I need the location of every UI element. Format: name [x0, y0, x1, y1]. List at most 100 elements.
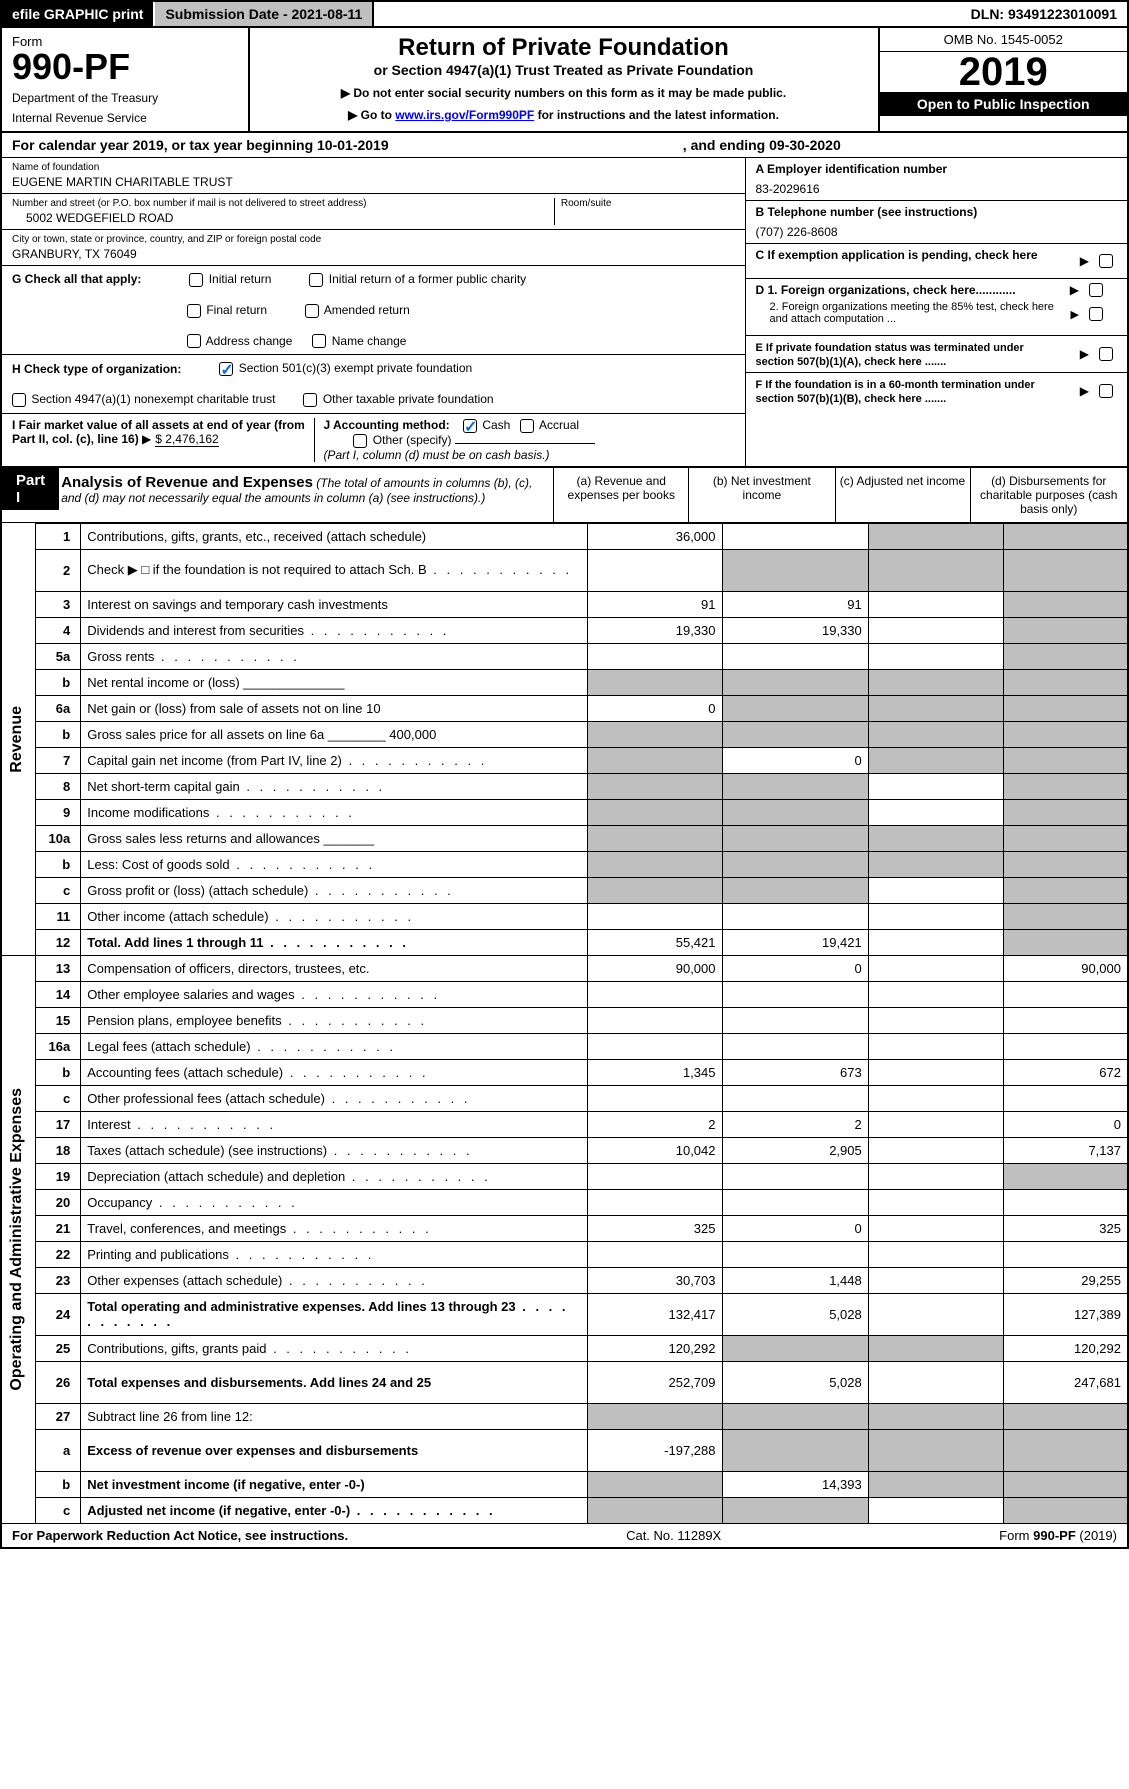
- cell-value: [722, 825, 868, 851]
- foreign-org-checkbox[interactable]: [1089, 283, 1103, 297]
- line-description: Printing and publications: [81, 1241, 587, 1267]
- line-number: 12: [36, 929, 81, 955]
- table-row: cGross profit or (loss) (attach schedule…: [2, 877, 1127, 903]
- table-row: 4Dividends and interest from securities1…: [2, 617, 1127, 643]
- irs-link[interactable]: www.irs.gov/Form990PF: [395, 108, 534, 122]
- cell-value: [868, 747, 1003, 773]
- department: Department of the Treasury: [12, 91, 238, 105]
- line-description: Excess of revenue over expenses and disb…: [81, 1429, 587, 1471]
- cell-value: [722, 1403, 868, 1429]
- col-c-header: (c) Adjusted net income: [835, 468, 970, 522]
- line-description: Other expenses (attach schedule): [81, 1267, 587, 1293]
- line-number: 18: [36, 1137, 81, 1163]
- cell-value: [1003, 1033, 1127, 1059]
- line-number: 16a: [36, 1033, 81, 1059]
- other-method-checkbox[interactable]: [353, 434, 367, 448]
- amended-return-checkbox[interactable]: [305, 304, 319, 318]
- cell-value: 672: [1003, 1059, 1127, 1085]
- cell-value: [587, 1007, 722, 1033]
- cell-value: 2,905: [722, 1137, 868, 1163]
- section-c: C If exemption application is pending, c…: [746, 244, 1128, 279]
- line-number: 4: [36, 617, 81, 643]
- line-description: Pension plans, employee benefits: [81, 1007, 587, 1033]
- cell-value: [868, 877, 1003, 903]
- cell-value: 14,393: [722, 1471, 868, 1497]
- line-number: 25: [36, 1335, 81, 1361]
- cell-value: [868, 1361, 1003, 1403]
- table-row: 2Check ▶ □ if the foundation is not requ…: [2, 549, 1127, 591]
- other-taxable-checkbox[interactable]: [303, 393, 317, 407]
- cell-value: [587, 1241, 722, 1267]
- cell-value: [868, 643, 1003, 669]
- initial-former-checkbox[interactable]: [309, 273, 323, 287]
- line-number: b: [36, 851, 81, 877]
- line-number: 1: [36, 523, 81, 549]
- line-number: c: [36, 1085, 81, 1111]
- page-footer: For Paperwork Reduction Act Notice, see …: [2, 1523, 1127, 1547]
- line-description: Other employee salaries and wages: [81, 981, 587, 1007]
- cell-value: [722, 851, 868, 877]
- 501c3-checkbox[interactable]: [219, 362, 233, 376]
- table-row: 7Capital gain net income (from Part IV, …: [2, 747, 1127, 773]
- table-row: 14Other employee salaries and wages: [2, 981, 1127, 1007]
- line-number: b: [36, 1471, 81, 1497]
- exemption-pending-checkbox[interactable]: [1099, 254, 1113, 268]
- cell-value: [1003, 549, 1127, 591]
- cell-value: [868, 523, 1003, 549]
- status-terminated-checkbox[interactable]: [1099, 347, 1113, 361]
- cell-value: [1003, 721, 1127, 747]
- 60month-checkbox[interactable]: [1099, 384, 1113, 398]
- cell-value: [587, 773, 722, 799]
- cell-value: [722, 1189, 868, 1215]
- 4947a1-checkbox[interactable]: [12, 393, 26, 407]
- cell-value: [868, 721, 1003, 747]
- paperwork-notice: For Paperwork Reduction Act Notice, see …: [12, 1528, 348, 1543]
- line-description: Adjusted net income (if negative, enter …: [81, 1497, 587, 1523]
- cell-value: 1,345: [587, 1059, 722, 1085]
- foundation-name-cell: Name of foundation EUGENE MARTIN CHARITA…: [2, 158, 745, 194]
- cell-value: [1003, 1189, 1127, 1215]
- cell-value: 19,421: [722, 929, 868, 955]
- final-return-checkbox[interactable]: [187, 304, 201, 318]
- cell-value: [1003, 799, 1127, 825]
- line-description: Accounting fees (attach schedule): [81, 1059, 587, 1085]
- efile-print-button[interactable]: efile GRAPHIC print: [2, 2, 155, 26]
- expenses-label: Operating and Administrative Expenses: [8, 1088, 26, 1391]
- cell-value: [1003, 1163, 1127, 1189]
- part1-label: Part I: [2, 468, 59, 510]
- cell-value: [587, 981, 722, 1007]
- line-number: b: [36, 669, 81, 695]
- cell-value: [722, 903, 868, 929]
- cell-value: 5,028: [722, 1361, 868, 1403]
- cell-value: [722, 695, 868, 721]
- initial-return-checkbox[interactable]: [189, 273, 203, 287]
- cell-value: [868, 903, 1003, 929]
- table-row: 26Total expenses and disbursements. Add …: [2, 1361, 1127, 1403]
- dln: DLN: 93491223010091: [961, 2, 1127, 26]
- cell-value: 91: [722, 591, 868, 617]
- cell-value: [722, 773, 868, 799]
- part1-title: Analysis of Revenue and Expenses: [61, 474, 313, 491]
- address-change-checkbox[interactable]: [187, 334, 201, 348]
- calyr-begin: For calendar year 2019, or tax year begi…: [12, 137, 389, 153]
- line-description: Total operating and administrative expen…: [81, 1293, 587, 1335]
- line-number: c: [36, 877, 81, 903]
- line-number: 20: [36, 1189, 81, 1215]
- line-description: Gross sales less returns and allowances …: [81, 825, 587, 851]
- cash-checkbox[interactable]: [463, 419, 477, 433]
- line-number: b: [36, 721, 81, 747]
- foreign-85-checkbox[interactable]: [1089, 307, 1103, 321]
- instr-ssn: Do not enter social security numbers on …: [260, 86, 868, 100]
- cell-value: [868, 1137, 1003, 1163]
- line-description: Interest: [81, 1111, 587, 1137]
- cell-value: 252,709: [587, 1361, 722, 1403]
- street-address: 5002 WEDGEFIELD ROAD: [12, 211, 554, 225]
- section-e: E If private foundation status was termi…: [746, 336, 1128, 373]
- accrual-checkbox[interactable]: [520, 419, 534, 433]
- omb-number: OMB No. 1545-0052: [880, 28, 1128, 52]
- irs-label: Internal Revenue Service: [12, 111, 238, 125]
- section-g: G Check all that apply: Initial return I…: [2, 266, 745, 355]
- name-change-checkbox[interactable]: [312, 334, 326, 348]
- cell-value: [587, 747, 722, 773]
- line-number: 6a: [36, 695, 81, 721]
